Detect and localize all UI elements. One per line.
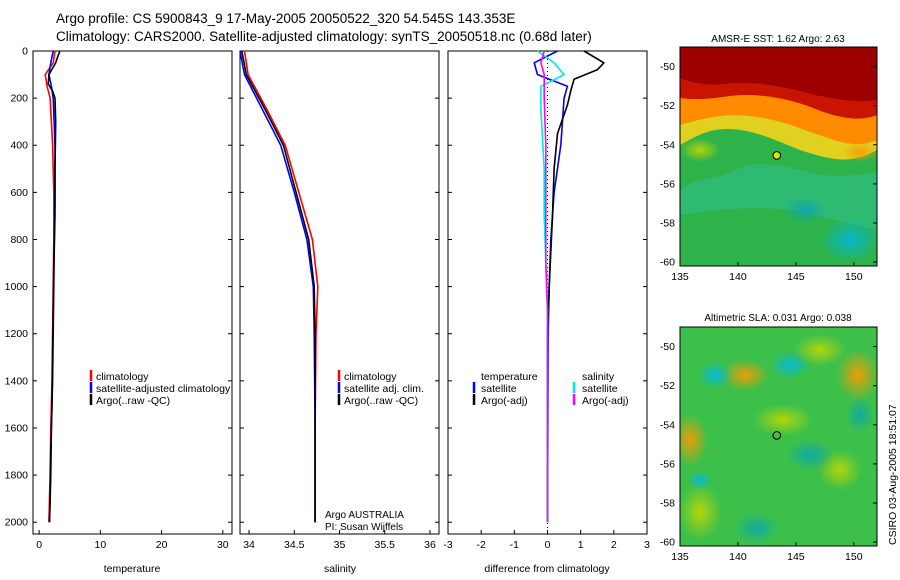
y-tick-label: -50	[660, 341, 675, 353]
y-tick-label: 1000	[5, 281, 29, 293]
x-tick-label: 3	[644, 539, 650, 551]
legend-label-climatology: climatology	[96, 371, 149, 383]
sst-map-title: AMSR-E SST: 1.62 Argo: 2.63	[711, 34, 845, 45]
x-tick-label: 145	[787, 551, 805, 563]
x-tick-label: 20	[156, 539, 168, 551]
y-tick-label: -50	[660, 61, 675, 73]
x-tick-label: 10	[95, 539, 107, 551]
x-tick-label: 1	[578, 539, 584, 551]
float-location-marker	[772, 431, 782, 440]
temperature-legend: climatology satellite-adjusted climatolo…	[89, 370, 231, 407]
legend-title-salinity: salinity	[582, 371, 615, 383]
x-tick-label: 140	[729, 551, 747, 563]
y-tick-label: 2000	[5, 517, 29, 529]
y-tick-label: 800	[10, 234, 28, 246]
argo-annotation-line1: Argo AUSTRALIA	[325, 510, 404, 521]
x-tick-label: 35	[334, 539, 346, 551]
salinity-legend: climatology satellite adj. clim. Argo(..…	[337, 370, 424, 407]
x-tick-label: 2	[611, 539, 617, 551]
x-tick-label: 140	[729, 271, 747, 283]
y-tick-label: -52	[660, 380, 675, 392]
salinity-xlabel: salinity	[324, 563, 357, 575]
salinity-axis: 34 34.5 35 35.5 36	[240, 50, 439, 551]
series-line	[239, 50, 316, 523]
y-tick-label: -60	[660, 257, 675, 269]
temperature-axis: 0 10 20 30 0 200 400 600 800 1000 1200 1400 1600 1800…	[5, 46, 232, 551]
x-tick-label: -3	[443, 539, 452, 551]
series-line	[47, 50, 61, 523]
x-tick-label: 34	[243, 539, 255, 551]
y-tick-label: -60	[660, 537, 675, 549]
float-location-marker	[772, 151, 782, 160]
series-line	[537, 50, 565, 523]
x-tick-label: -2	[476, 539, 485, 551]
sla-map-title: Altimetric SLA: 0.031 Argo: 0.038	[704, 313, 852, 324]
temperature-series	[44, 50, 61, 523]
sla-axes-frame	[679, 326, 878, 547]
x-tick-label: 30	[217, 539, 229, 551]
legend-label-sal-argo: Argo(-adj)	[582, 395, 629, 407]
y-tick-label: -58	[660, 217, 675, 229]
y-tick-label: -56	[660, 178, 675, 190]
y-tick-label: 1800	[5, 470, 29, 482]
y-tick-label: 1600	[5, 422, 29, 434]
y-tick-label: 200	[10, 93, 28, 105]
legend-label-satellite-adjusted: satellite-adjusted climatology	[96, 383, 231, 395]
figure-title-line1: Argo profile: CS 5900843_9 17-May-2005 2…	[56, 11, 516, 26]
y-tick-label: 400	[10, 140, 28, 152]
y-tick-label: -52	[660, 100, 675, 112]
salinity-series	[239, 50, 319, 523]
argo-annotation-line2: PI: Susan Wijffels	[325, 522, 403, 533]
sst-axes-frame	[679, 46, 878, 267]
legend-label-sal-satellite: satellite	[582, 383, 618, 395]
legend-label-satellite: satellite adj. clim.	[344, 383, 424, 395]
x-tick-label: -1	[510, 539, 519, 551]
x-tick-label: 0	[545, 539, 551, 551]
x-tick-label: 135	[671, 271, 689, 283]
x-tick-label: 150	[845, 551, 863, 563]
y-tick-label: 1400	[5, 375, 29, 387]
x-tick-label: 150	[845, 271, 863, 283]
y-tick-label: -54	[660, 139, 675, 151]
x-tick-label: 135	[671, 551, 689, 563]
x-tick-label: 0	[36, 539, 42, 551]
legend-label-climatology: climatology	[344, 371, 397, 383]
legend-label-argo: Argo(..raw -QC)	[344, 395, 418, 407]
y-tick-label: 0	[22, 46, 28, 58]
y-tick-label: 1200	[5, 328, 29, 340]
legend-label-temp-satellite: satellite	[481, 383, 517, 395]
x-tick-label: 34.5	[284, 539, 305, 551]
difference-series	[533, 50, 605, 523]
figure-title-line2: Climatology: CARS2000. Satellite-adjuste…	[56, 29, 592, 44]
y-tick-label: 600	[10, 187, 28, 199]
y-tick-label: -58	[660, 497, 675, 509]
y-tick-label: -54	[660, 419, 675, 431]
difference-xlabel: difference from climatology	[484, 563, 610, 575]
sst-axis: 135 140 145 150 -50 -52 -54 -56 -58 -60	[660, 61, 877, 283]
difference-axis: -3 -2 -1 0 1 2 3	[443, 50, 650, 551]
series-line	[540, 50, 549, 523]
legend-label-temp-argo: Argo(-adj)	[481, 395, 528, 407]
legend-label-argo: Argo(..raw -QC)	[96, 395, 170, 407]
difference-legend: temperature satellite Argo(-adj) salinit…	[472, 371, 629, 407]
x-tick-label: 35.5	[375, 539, 396, 551]
temperature-axes-frame	[32, 50, 233, 535]
legend-title-temperature: temperature	[481, 371, 538, 383]
series-line	[243, 50, 319, 523]
x-tick-label: 36	[424, 539, 436, 551]
sla-map-image	[680, 327, 877, 546]
temperature-xlabel: temperature	[104, 563, 161, 575]
sst-map-image	[680, 47, 877, 266]
series-line	[546, 50, 605, 523]
series-line	[241, 50, 316, 523]
x-tick-label: 145	[787, 271, 805, 283]
y-tick-label: -56	[660, 458, 675, 470]
sla-axis: 135 140 145 150 -50 -52 -54 -56 -58 -60	[660, 341, 877, 563]
